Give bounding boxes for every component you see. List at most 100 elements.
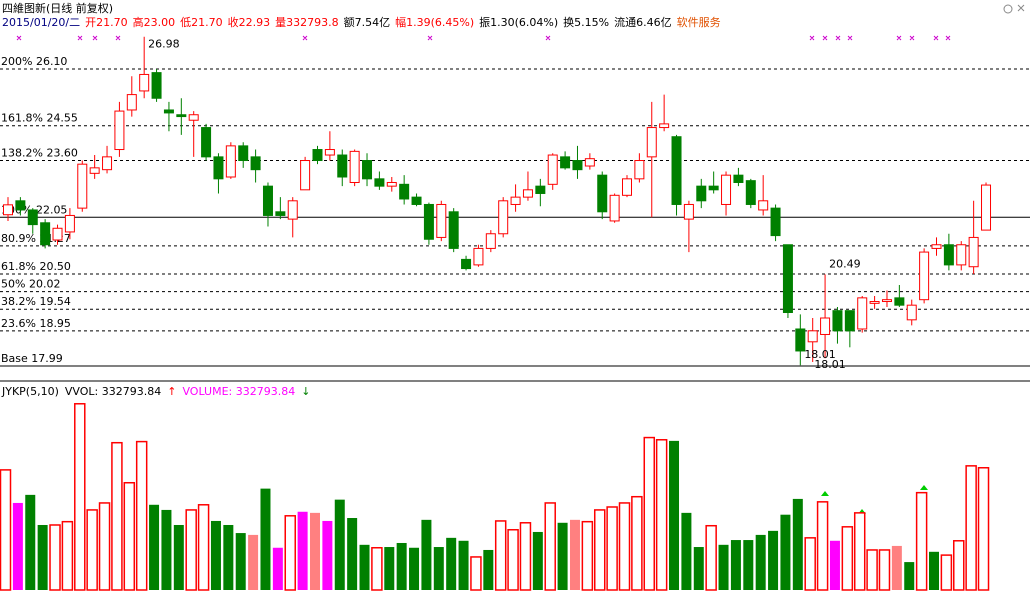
candle-body <box>584 158 595 167</box>
volume-bar <box>197 504 210 591</box>
candle-body <box>139 73 150 92</box>
volume-bar <box>569 519 580 590</box>
volume-bar <box>248 534 259 590</box>
volume-bar <box>730 540 741 590</box>
candle-body <box>362 160 373 180</box>
volume-bar <box>519 522 532 591</box>
volume-bar <box>433 547 444 590</box>
candle-body <box>411 196 422 205</box>
candle-body <box>894 297 905 306</box>
volume-bar <box>841 526 854 591</box>
annotation: 26.98 <box>148 38 180 51</box>
candle-body <box>436 203 447 238</box>
volume-bar <box>532 531 543 590</box>
volume-bar <box>359 544 370 590</box>
candle-body <box>448 211 459 249</box>
info-item: 高23.00 <box>133 15 176 29</box>
info-item: 开21.70 <box>85 16 128 29</box>
candle-body <box>535 185 546 194</box>
candle-body <box>708 185 719 191</box>
volume-bar <box>681 512 692 590</box>
candle-body <box>844 310 855 332</box>
candle-body <box>510 196 521 205</box>
candle-body <box>956 244 967 266</box>
volume-bar <box>421 519 432 590</box>
candle-body <box>64 214 75 233</box>
volume-bar <box>507 529 519 591</box>
volume-bar <box>655 439 668 591</box>
candle-body <box>646 127 657 158</box>
volume-bar <box>409 547 420 590</box>
volume-bar <box>470 556 482 591</box>
candle-body <box>423 203 434 240</box>
candle-body <box>188 114 199 121</box>
volume-bar <box>743 540 754 590</box>
candle-body <box>485 233 496 249</box>
candle-body <box>597 174 608 213</box>
candle-body <box>461 258 472 270</box>
volume-bar <box>396 542 407 590</box>
volume-bar <box>284 515 296 591</box>
volume-bar <box>111 441 123 591</box>
candle-body <box>3 204 13 216</box>
annotation: 18.01 <box>814 358 846 371</box>
volume-bar <box>458 540 469 590</box>
level-label: 23.6% 18.95 <box>1 317 71 330</box>
volume-bar <box>853 512 866 591</box>
volume-bar <box>149 504 160 590</box>
level-label: Base 17.99 <box>1 352 63 365</box>
info-item: 额7.54亿 <box>344 16 391 29</box>
volume-bar <box>173 524 184 590</box>
info-item: 2015/01/20/二 <box>2 16 80 29</box>
candle-body <box>807 330 818 343</box>
volume-bar <box>334 499 345 590</box>
volume-bar <box>965 465 977 591</box>
restore-button[interactable] <box>1003 4 1013 14</box>
candle-body <box>733 174 744 183</box>
volume-bar <box>0 469 12 591</box>
candle-body <box>696 185 707 202</box>
candle-body <box>399 183 410 200</box>
volume-bar <box>593 509 606 591</box>
info-item: 量332793.8 <box>275 16 339 29</box>
info-item: 换5.15% <box>563 15 609 29</box>
volume-bar <box>891 545 902 590</box>
window-controls[interactable] <box>1003 4 1025 14</box>
candle-body <box>943 244 954 266</box>
candle-body <box>287 200 298 220</box>
candle-body <box>770 207 781 237</box>
close-button[interactable] <box>1017 4 1025 12</box>
candle-body <box>250 156 261 171</box>
candle-body <box>547 154 558 185</box>
level-label: 200% 26.10 <box>1 55 67 68</box>
info-item: 流通6.46亿 <box>614 15 672 29</box>
candle-body <box>102 156 113 171</box>
candle-body <box>151 72 162 99</box>
volume-bar <box>185 509 197 591</box>
volume-bar <box>25 494 36 590</box>
candle-body <box>671 136 682 205</box>
volume-bar <box>446 537 457 590</box>
level-label: 50% 20.02 <box>1 278 60 291</box>
candle-body <box>634 160 645 180</box>
candle-body <box>324 149 335 156</box>
volume-bar <box>915 491 928 591</box>
candle-body <box>758 200 769 211</box>
volume-bar <box>804 537 816 591</box>
volume-bar <box>829 540 840 590</box>
volume-bar <box>618 502 631 591</box>
candle-body <box>386 181 397 187</box>
candle-body <box>522 189 533 198</box>
volume-bar <box>297 511 308 590</box>
volume-bar <box>755 534 766 590</box>
volume-legend: ↓ <box>301 385 310 398</box>
volume-bar <box>49 524 61 591</box>
candle-body <box>163 109 174 114</box>
volume-bar <box>322 520 333 590</box>
candle-body <box>881 299 892 303</box>
info-item: 收22.93 <box>228 15 271 29</box>
volume-bar <box>12 502 23 590</box>
candle-body <box>262 185 273 216</box>
candle-body <box>745 180 756 205</box>
